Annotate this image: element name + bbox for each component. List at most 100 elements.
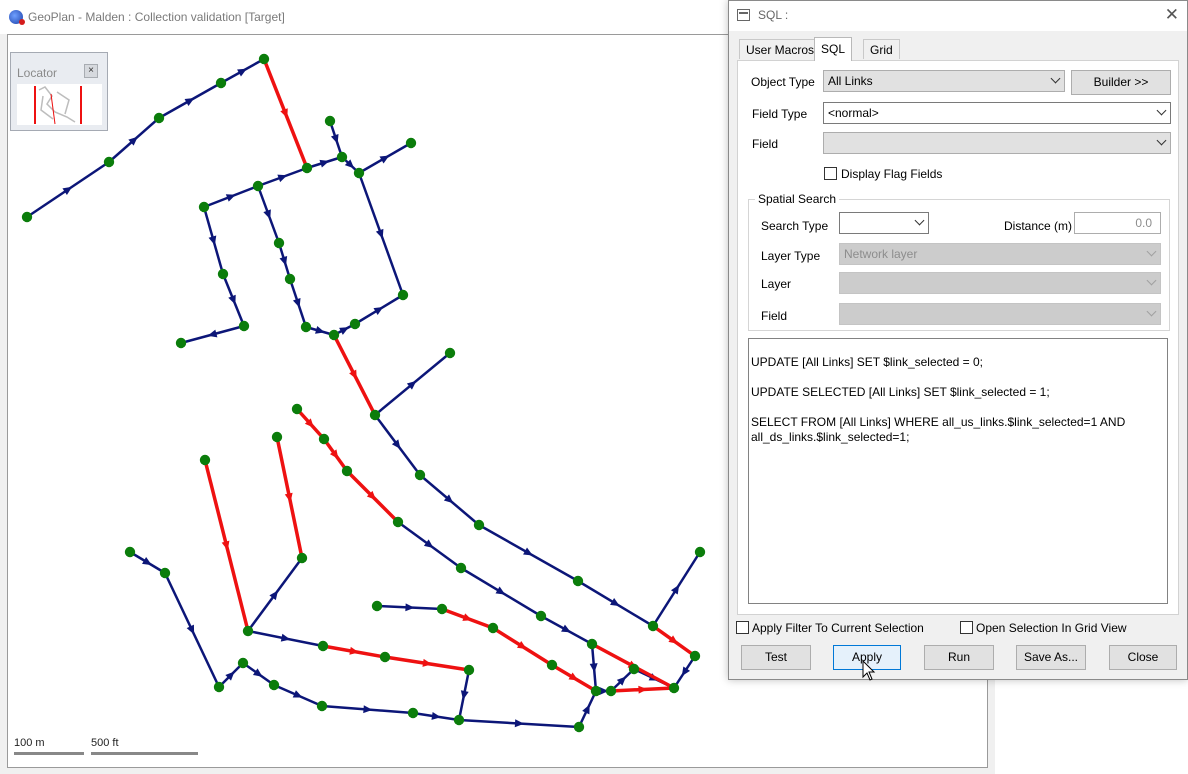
network-node[interactable]: [590, 685, 602, 697]
spatial-field-label: Field: [761, 309, 788, 323]
network-node[interactable]: [159, 567, 171, 579]
network-node[interactable]: [353, 167, 365, 179]
sql-dialog-title-bar[interactable]: SQL : ✕: [729, 1, 1187, 31]
network-node[interactable]: [324, 115, 336, 127]
network-node[interactable]: [124, 546, 136, 558]
sql-editor[interactable]: UPDATE [All Links] SET $link_selected = …: [748, 338, 1168, 604]
network-node[interactable]: [217, 268, 229, 280]
network-node[interactable]: [349, 318, 361, 330]
flow-direction-arrow-icon: [610, 598, 620, 607]
network-node[interactable]: [397, 289, 409, 301]
distance-input[interactable]: 0.0: [1074, 212, 1161, 234]
network-node[interactable]: [546, 659, 558, 671]
network-node[interactable]: [199, 454, 211, 466]
network-node[interactable]: [487, 622, 499, 634]
network-node[interactable]: [647, 620, 659, 632]
network-node[interactable]: [175, 337, 187, 349]
sql-dialog-title: SQL :: [758, 8, 789, 22]
locator-thumbnail[interactable]: [17, 84, 102, 125]
network-node[interactable]: [668, 682, 680, 694]
network-node[interactable]: [268, 679, 280, 691]
network-node[interactable]: [291, 403, 303, 415]
run-button[interactable]: Run: [924, 645, 994, 670]
network-node[interactable]: [318, 433, 330, 445]
field-select[interactable]: [823, 132, 1171, 154]
spatial-field-select[interactable]: [839, 303, 1161, 325]
test-button[interactable]: Test: [741, 645, 811, 670]
network-node[interactable]: [405, 137, 417, 149]
network-node[interactable]: [371, 600, 383, 612]
flow-direction-arrow-icon: [462, 613, 473, 621]
network-node[interactable]: [407, 707, 419, 719]
network-node[interactable]: [444, 347, 456, 359]
layer-type-select[interactable]: Network layer: [839, 243, 1161, 265]
layer-select[interactable]: [839, 272, 1161, 294]
network-node[interactable]: [341, 465, 353, 477]
flow-direction-arrow-icon: [373, 306, 384, 315]
network-node[interactable]: [392, 516, 404, 528]
open-grid-checkbox[interactable]: [960, 621, 973, 634]
tab-sql[interactable]: SQL: [814, 37, 853, 61]
display-flag-fields-label: Display Flag Fields: [841, 167, 943, 181]
network-node[interactable]: [284, 273, 296, 285]
network-node[interactable]: [258, 53, 270, 65]
network-node[interactable]: [453, 714, 465, 726]
network-node[interactable]: [336, 151, 348, 163]
spatial-search-title: Spatial Search: [755, 192, 840, 206]
network-node[interactable]: [317, 640, 329, 652]
network-map[interactable]: [8, 35, 988, 768]
network-node[interactable]: [463, 664, 475, 676]
network-node[interactable]: [473, 519, 485, 531]
network-node[interactable]: [689, 650, 701, 662]
network-node[interactable]: [271, 431, 283, 443]
flow-direction-arrow-icon: [252, 668, 263, 677]
save-as-button[interactable]: Save As...: [1016, 645, 1086, 670]
locator-close-button[interactable]: ×: [84, 64, 98, 78]
network-node[interactable]: [296, 552, 308, 564]
network-node[interactable]: [301, 162, 313, 174]
search-type-select[interactable]: [839, 212, 929, 234]
network-node[interactable]: [300, 321, 312, 333]
network-node[interactable]: [328, 329, 340, 341]
locator-panel[interactable]: Locator ×: [10, 52, 108, 131]
network-node[interactable]: [273, 237, 285, 249]
network-node[interactable]: [213, 681, 225, 693]
network-node[interactable]: [628, 663, 640, 675]
object-type-select[interactable]: All Links: [823, 70, 1065, 92]
flow-direction-arrow-icon: [582, 704, 590, 715]
flow-direction-arrow-icon: [423, 539, 434, 548]
network-node[interactable]: [238, 320, 250, 332]
tab-user-macros[interactable]: User Macros: [739, 39, 822, 59]
network-node[interactable]: [237, 657, 249, 669]
network-node[interactable]: [379, 651, 391, 663]
network-node[interactable]: [605, 685, 617, 697]
network-node[interactable]: [252, 180, 264, 192]
network-node[interactable]: [414, 469, 426, 481]
network-node[interactable]: [436, 603, 448, 615]
flow-direction-arrow-icon: [280, 633, 291, 642]
network-node[interactable]: [153, 112, 165, 124]
network-node[interactable]: [455, 562, 467, 574]
tab-grid[interactable]: Grid: [863, 39, 900, 59]
network-node[interactable]: [586, 638, 598, 650]
builder-button[interactable]: Builder >>: [1071, 70, 1171, 95]
chevron-down-icon: [914, 215, 925, 226]
dialog-close-icon[interactable]: ✕: [1164, 5, 1179, 24]
display-flag-fields-checkbox[interactable]: [824, 167, 837, 180]
network-node[interactable]: [369, 409, 381, 421]
network-node[interactable]: [573, 721, 585, 733]
close-button[interactable]: Close: [1109, 645, 1177, 670]
network-node[interactable]: [572, 575, 584, 587]
network-node[interactable]: [316, 700, 328, 712]
network-node[interactable]: [694, 546, 706, 558]
network-node[interactable]: [215, 77, 227, 89]
network-node[interactable]: [103, 156, 115, 168]
field-type-select[interactable]: <normal>: [823, 102, 1171, 124]
flow-direction-arrow-icon: [186, 624, 195, 635]
network-node[interactable]: [535, 610, 547, 622]
network-node[interactable]: [198, 201, 210, 213]
network-node[interactable]: [242, 625, 254, 637]
apply-filter-checkbox[interactable]: [736, 621, 749, 634]
network-node[interactable]: [21, 211, 33, 223]
flow-direction-arrow-icon: [277, 174, 288, 183]
